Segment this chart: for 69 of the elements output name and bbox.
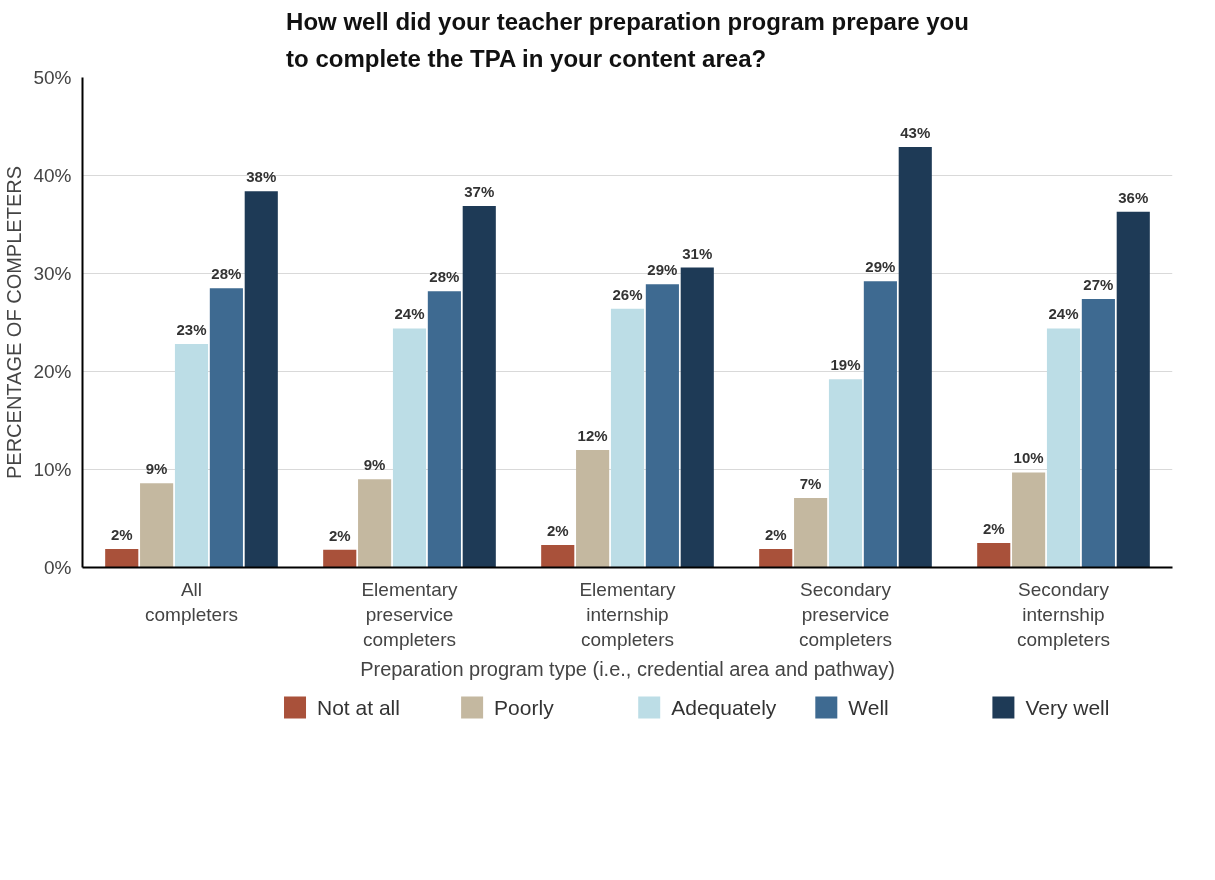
y-tick-label: 20% xyxy=(33,361,72,382)
bar xyxy=(244,191,278,568)
y-axis-title: PERCENTAGE OF COMPLETERS xyxy=(3,165,26,479)
bar xyxy=(323,549,357,568)
bar xyxy=(794,497,828,568)
bar xyxy=(105,548,139,568)
data-label: 2% xyxy=(110,525,133,543)
data-label: 31% xyxy=(682,244,713,262)
bar xyxy=(977,543,1011,568)
chart-title: How well did your teacher preparation program prepare you to complete the TPA in your content area? xyxy=(286,7,969,73)
bar xyxy=(1012,472,1046,568)
data-label: 28% xyxy=(211,265,242,283)
legend-label: Not at all xyxy=(317,696,400,719)
y-tick-label: 40% xyxy=(33,165,72,186)
bar xyxy=(427,291,461,568)
data-label: 29% xyxy=(647,261,678,279)
bar xyxy=(462,205,496,568)
legend-label: Very well xyxy=(1025,696,1110,719)
legend-label: Poorly xyxy=(494,696,555,719)
data-label: 2% xyxy=(328,526,351,544)
data-label: 10% xyxy=(1013,449,1044,467)
data-label: 2% xyxy=(764,525,787,543)
y-tick-label: 10% xyxy=(33,459,72,480)
bar xyxy=(209,288,243,568)
data-label: 29% xyxy=(865,258,896,276)
data-label: 9% xyxy=(363,456,386,474)
data-label: 19% xyxy=(830,356,861,374)
y-tick-label: 30% xyxy=(33,263,72,284)
x-tick-label: All completers xyxy=(145,578,238,625)
bar xyxy=(759,548,793,568)
x-tick-label: Secondary preservice completers xyxy=(799,578,892,650)
data-label: 43% xyxy=(900,124,931,142)
data-label: 28% xyxy=(429,268,460,286)
y-tick-label: 50% xyxy=(33,67,72,88)
bar xyxy=(610,308,645,568)
data-label: 37% xyxy=(464,182,495,200)
x-tick-label: Elementary internship completers xyxy=(579,578,677,650)
data-label: 12% xyxy=(577,426,608,444)
data-label: 7% xyxy=(799,474,822,492)
x-tick-label: Secondary internship completers xyxy=(1017,578,1110,650)
data-label: 38% xyxy=(246,168,277,186)
data-label: 26% xyxy=(612,285,643,303)
legend-label: Well xyxy=(848,696,889,719)
bar xyxy=(828,379,863,568)
bar xyxy=(1046,328,1081,568)
bar xyxy=(898,147,932,568)
data-label: 24% xyxy=(394,305,425,323)
bar xyxy=(358,479,392,568)
data-label: 36% xyxy=(1118,188,1149,206)
bar xyxy=(140,483,174,568)
data-label: 2% xyxy=(546,521,569,539)
bar xyxy=(680,267,714,568)
bar xyxy=(576,449,610,568)
bar xyxy=(174,344,209,568)
data-label: 24% xyxy=(1048,305,1079,323)
data-label: 9% xyxy=(145,460,168,478)
bar xyxy=(1081,298,1115,568)
data-label: 23% xyxy=(176,321,207,339)
legend-label: Adequately xyxy=(671,696,777,719)
y-tick-label: 0% xyxy=(44,557,72,578)
bar xyxy=(541,544,575,568)
bar xyxy=(645,284,679,568)
bar xyxy=(1116,211,1150,568)
bar xyxy=(392,328,427,568)
data-label: 2% xyxy=(982,520,1005,537)
bar xyxy=(863,281,897,568)
x-tick-label: Elementary preservice completers xyxy=(361,578,459,650)
data-label: 27% xyxy=(1083,275,1114,293)
x-axis-title: Preparation program type (i.e., credential area and pathway) xyxy=(360,657,895,680)
